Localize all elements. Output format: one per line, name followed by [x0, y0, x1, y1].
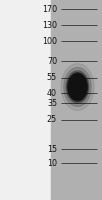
Ellipse shape: [61, 64, 94, 110]
Text: 55: 55: [47, 73, 57, 82]
Ellipse shape: [68, 74, 87, 100]
Text: 170: 170: [42, 4, 57, 14]
Text: 25: 25: [47, 116, 57, 124]
Text: 100: 100: [42, 36, 57, 46]
Bar: [51, 0, 102, 200]
Ellipse shape: [67, 73, 88, 101]
Ellipse shape: [64, 68, 91, 107]
Text: 70: 70: [47, 56, 57, 66]
Bar: [0, 0, 51, 200]
Text: 40: 40: [47, 88, 57, 98]
Text: 130: 130: [42, 21, 57, 29]
Text: 10: 10: [47, 158, 57, 168]
Text: 35: 35: [47, 98, 57, 108]
Ellipse shape: [66, 71, 89, 103]
Text: 15: 15: [47, 144, 57, 154]
